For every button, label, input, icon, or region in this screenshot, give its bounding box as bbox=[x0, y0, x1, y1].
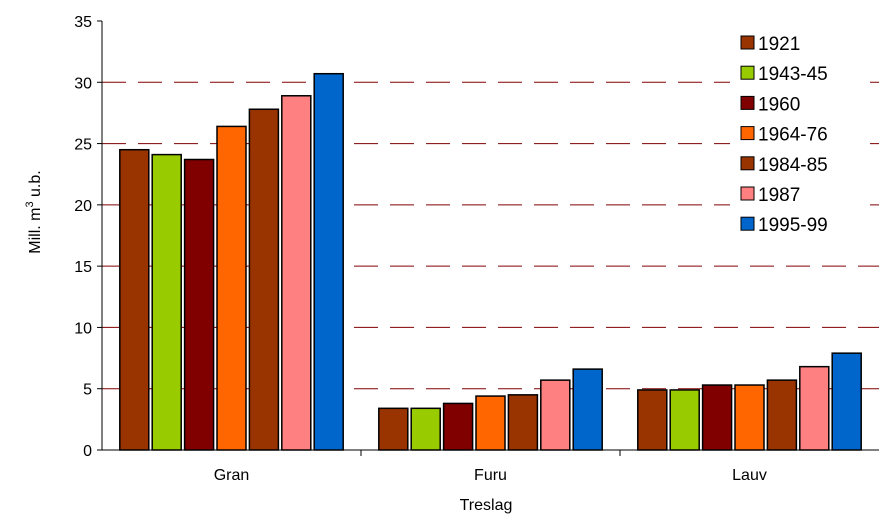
y-axis-title-tail: u.b. bbox=[27, 170, 44, 201]
y-tick-label-5: 5 bbox=[83, 382, 92, 399]
bar-lauv-1984-85 bbox=[766, 379, 798, 451]
y-tick-label-15: 15 bbox=[74, 259, 92, 276]
y-tick-label-30: 30 bbox=[74, 75, 92, 92]
bar-furu-1960 bbox=[442, 402, 474, 451]
legend-swatch-1921 bbox=[740, 35, 755, 50]
legend-swatch-1995-99 bbox=[740, 216, 755, 231]
y-tick-label-20: 20 bbox=[74, 198, 92, 215]
bar-lauv-1960 bbox=[701, 384, 733, 451]
legend-swatch-1984-85 bbox=[740, 156, 755, 171]
x-tick-label-gran: Gran bbox=[214, 467, 250, 484]
bar-lauv-1943-45 bbox=[669, 389, 700, 451]
x-tick-labels: Gran Furu Lauv bbox=[214, 467, 767, 484]
bar-furu-1987 bbox=[540, 379, 571, 451]
legend-label-1984-85: 1984-85 bbox=[758, 155, 828, 176]
bar-lauv-1995-99 bbox=[831, 352, 862, 451]
bar-gran-1960 bbox=[183, 158, 215, 451]
bar-gran-1987 bbox=[281, 95, 312, 451]
y-axis-title-superscript: 3 bbox=[24, 201, 36, 207]
bar-lauv-1987 bbox=[799, 365, 830, 451]
y-tick-label-0: 0 bbox=[83, 443, 92, 460]
y-tick-label-25: 25 bbox=[74, 137, 92, 154]
y-tick-label-10: 10 bbox=[74, 320, 92, 337]
bar-furu-1964-76 bbox=[475, 395, 506, 451]
bar-furu-1984-85 bbox=[507, 394, 539, 451]
legend: 1921 1943-45 1960 1964-76 1984-85 1987 1995-99 bbox=[730, 27, 870, 243]
x-tick-label-lauv: Lauv bbox=[732, 467, 767, 484]
axes bbox=[97, 20, 879, 456]
bar-furu-1943-45 bbox=[410, 407, 441, 451]
legend-swatch-1964-76 bbox=[740, 126, 755, 141]
bar-lauv-1964-76 bbox=[734, 384, 765, 451]
bar-furu-1921 bbox=[378, 407, 409, 451]
bar-lauv-1921 bbox=[637, 389, 668, 451]
bar-gran-1984-85 bbox=[248, 108, 280, 451]
x-tick-label-furu: Furu bbox=[474, 467, 507, 484]
legend-label-1987: 1987 bbox=[758, 185, 800, 206]
legend-swatch-1960 bbox=[740, 95, 755, 110]
legend-swatch-1987 bbox=[740, 186, 755, 201]
x-axis-title: Treslag bbox=[460, 497, 513, 514]
bar-gran-1995-99 bbox=[313, 72, 344, 451]
y-tick-labels: 0 5 10 15 20 25 30 35 bbox=[74, 14, 92, 460]
legend-label-1943-45: 1943-45 bbox=[758, 64, 828, 85]
bar-gran-1921 bbox=[119, 148, 150, 451]
bar-gran-1964-76 bbox=[216, 125, 247, 451]
bar-gran-1943-45 bbox=[151, 153, 182, 451]
y-axis-title-main: Mill. m bbox=[27, 208, 44, 254]
legend-label-1921: 1921 bbox=[758, 34, 800, 55]
y-tick-label-35: 35 bbox=[74, 14, 92, 31]
y-axis-title: Mill. m3 u.b. bbox=[24, 170, 44, 253]
bar-furu-1995-99 bbox=[572, 368, 603, 451]
legend-label-1960: 1960 bbox=[758, 94, 800, 115]
legend-swatch-1943-45 bbox=[740, 65, 755, 80]
legend-label-1964-76: 1964-76 bbox=[758, 125, 828, 146]
legend-label-1995-99: 1995-99 bbox=[758, 215, 828, 236]
bars bbox=[119, 72, 862, 451]
